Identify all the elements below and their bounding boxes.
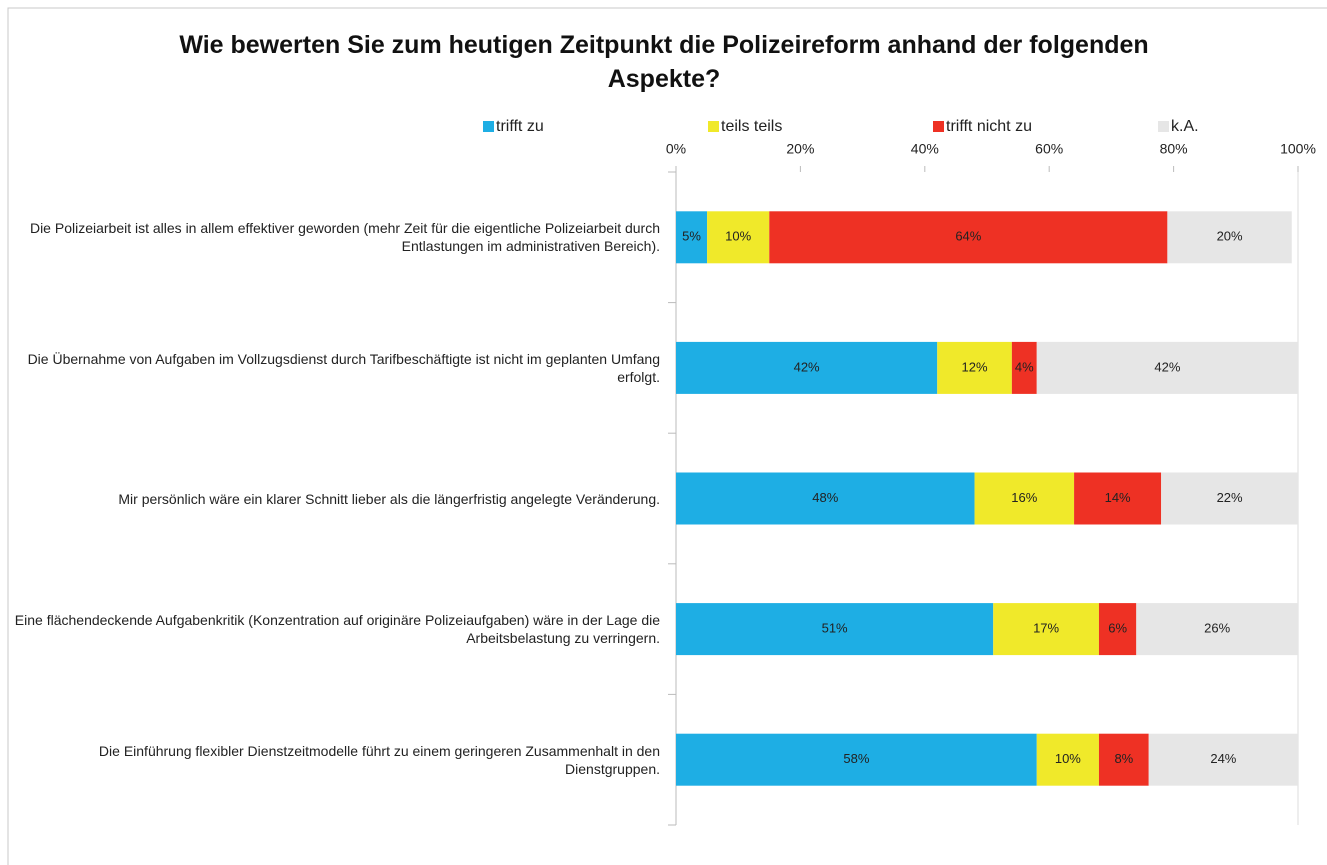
bar-segment	[676, 733, 1037, 786]
chart-title: Wie bewerten Sie zum heutigen Zeitpunkt …	[179, 31, 1149, 93]
bar-segment	[1161, 472, 1298, 525]
bar-segment	[707, 211, 770, 264]
frame	[7, 7, 1327, 865]
data-label: 8%	[1114, 751, 1133, 766]
data-label: 17%	[1033, 621, 1059, 636]
data-label: 4%	[1015, 359, 1034, 374]
x-tick-label: 20%	[786, 141, 814, 157]
bar-segment	[676, 341, 938, 394]
legend-label: k.A.	[1171, 118, 1199, 135]
bar-segment	[676, 472, 975, 525]
data-label: 42%	[794, 359, 820, 374]
bar-segment	[1036, 733, 1099, 786]
category-label: Die Übernahme von Aufgaben im Vollzugsdi…	[27, 350, 660, 385]
data-label: 26%	[1204, 621, 1230, 636]
data-label: 10%	[1055, 751, 1081, 766]
x-tick-label: 40%	[911, 141, 939, 157]
bar-segment	[1098, 733, 1149, 786]
data-label: 20%	[1217, 229, 1243, 244]
bar-segment	[769, 211, 1168, 264]
legend-swatch	[933, 121, 944, 132]
data-label: 16%	[1011, 490, 1037, 505]
bar-segment	[1098, 603, 1137, 656]
category-label: Eine flächendeckende Aufgabenkritik (Kon…	[14, 612, 660, 647]
data-label: 6%	[1108, 621, 1127, 636]
bar-segment	[676, 211, 708, 264]
bar-segment	[1136, 603, 1298, 656]
legend-swatch	[483, 121, 494, 132]
legend-label: teils teils	[721, 118, 782, 135]
legend-label: trifft nicht zu	[946, 118, 1032, 135]
data-label: 10%	[725, 229, 751, 244]
x-tick-label: 80%	[1160, 141, 1188, 157]
data-label: 24%	[1210, 751, 1236, 766]
legend-swatch	[1158, 121, 1169, 132]
bar-segment	[1148, 733, 1298, 786]
category-label: Mir persönlich wäre ein klarer Schnitt l…	[118, 490, 660, 507]
data-label: 22%	[1217, 490, 1243, 505]
bar-segment	[993, 603, 1099, 656]
bar-segment	[1011, 341, 1037, 394]
legend-label: trifft zu	[496, 118, 544, 135]
data-label: 51%	[822, 621, 848, 636]
bar-segment	[676, 603, 994, 656]
data-label: 12%	[962, 359, 988, 374]
data-label: 14%	[1105, 490, 1131, 505]
bar-segment	[937, 341, 1012, 394]
bar-segment	[1167, 211, 1292, 264]
x-tick-label: 100%	[1280, 141, 1316, 157]
data-label: 42%	[1154, 359, 1180, 374]
data-label: 64%	[955, 229, 981, 244]
legend-swatch	[708, 121, 719, 132]
x-tick-label: 0%	[666, 141, 686, 157]
bar-segment	[1036, 341, 1298, 394]
data-label: 58%	[843, 751, 869, 766]
bar-segment	[1074, 472, 1162, 525]
data-label: 5%	[682, 229, 701, 244]
category-label: Die Einführung flexibler Dienstzeitmodel…	[98, 742, 660, 777]
bar-segment	[974, 472, 1075, 525]
x-tick-label: 60%	[1035, 141, 1063, 157]
category-label: Die Polizeiarbeit ist alles in allem eff…	[29, 220, 660, 255]
data-label: 48%	[812, 490, 838, 505]
